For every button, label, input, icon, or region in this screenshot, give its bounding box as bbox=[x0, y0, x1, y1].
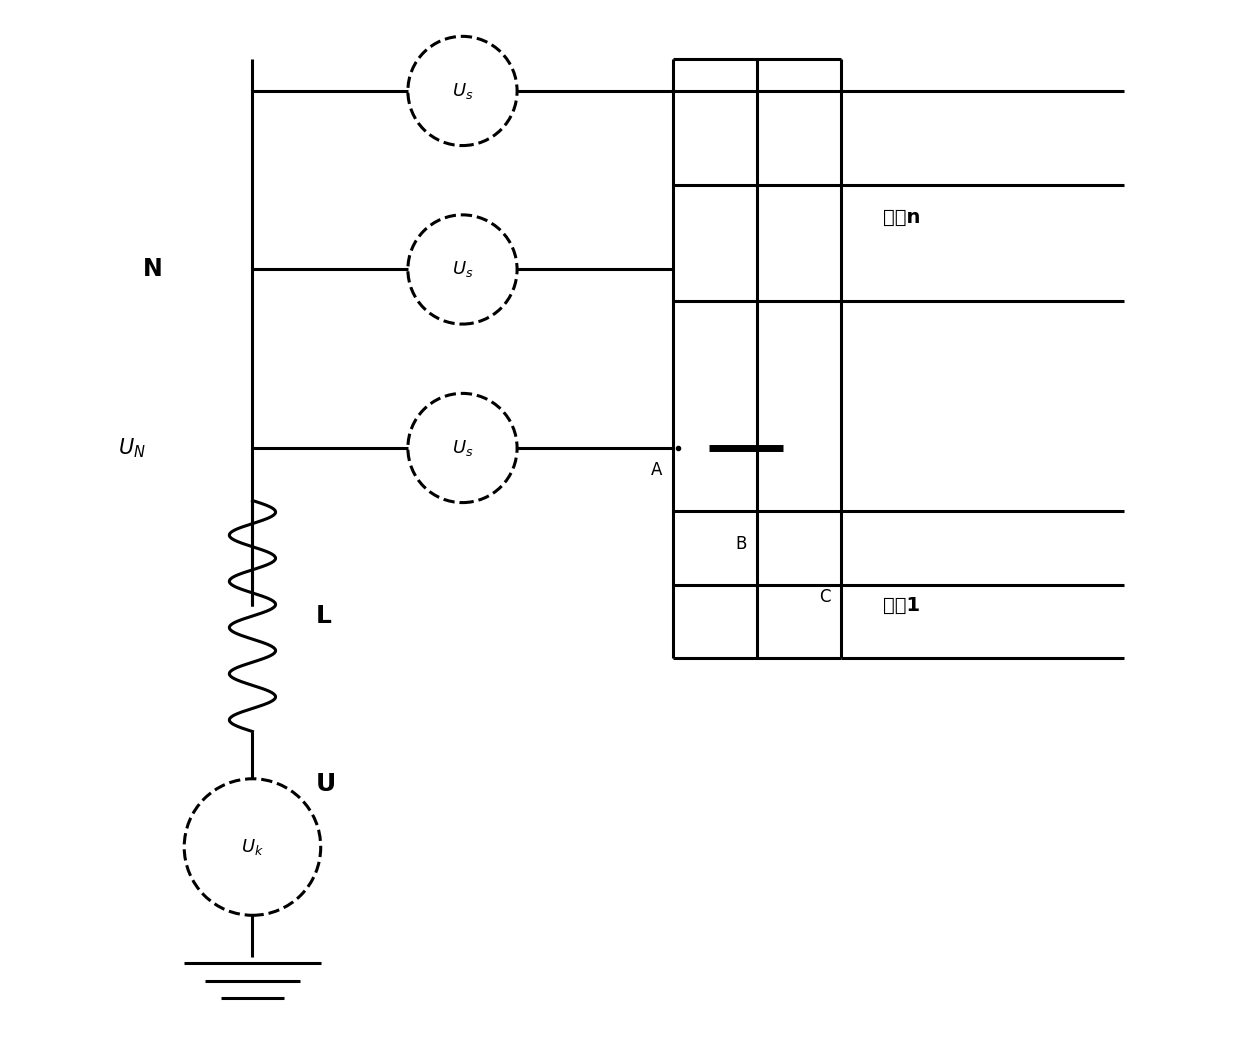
Text: 线路n: 线路n bbox=[883, 207, 920, 227]
Text: 线路1: 线路1 bbox=[883, 596, 920, 615]
Text: A: A bbox=[651, 462, 662, 480]
Text: $U_s$: $U_s$ bbox=[451, 260, 474, 280]
Text: B: B bbox=[735, 535, 746, 553]
Text: N: N bbox=[143, 257, 162, 282]
Text: $U_s$: $U_s$ bbox=[451, 438, 474, 458]
Text: $U_N$: $U_N$ bbox=[118, 436, 145, 460]
Text: L: L bbox=[315, 604, 331, 628]
Text: $U_k$: $U_k$ bbox=[241, 837, 264, 857]
Text: U: U bbox=[315, 772, 336, 796]
Text: C: C bbox=[820, 587, 831, 605]
Text: $U_s$: $U_s$ bbox=[451, 81, 474, 101]
